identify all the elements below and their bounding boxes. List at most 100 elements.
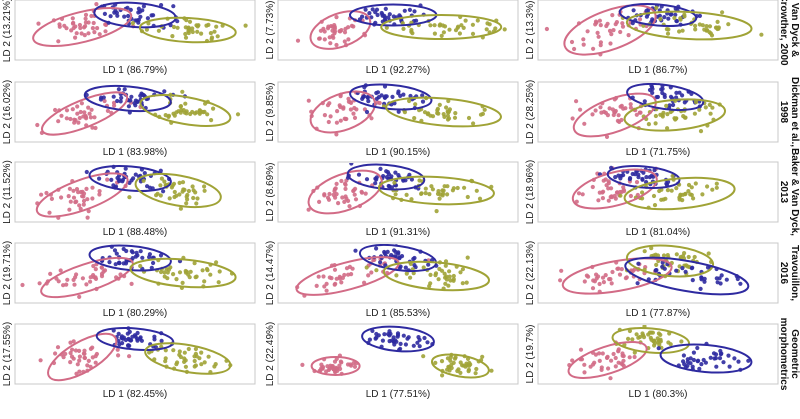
- group-blue-point: [367, 11, 372, 16]
- group-pink-point: [95, 26, 100, 31]
- group-pink-point: [73, 35, 78, 40]
- group-pink-point: [74, 31, 79, 36]
- group-olive-point: [446, 364, 451, 369]
- group-olive-point: [482, 107, 487, 112]
- group-olive-point: [177, 180, 182, 185]
- group-pink-point: [638, 110, 643, 115]
- group-pink-point: [346, 96, 351, 101]
- group-olive-point: [654, 262, 659, 267]
- group-olive-point: [626, 336, 631, 341]
- group-olive-point: [187, 27, 192, 33]
- group-olive-point: [684, 263, 689, 268]
- group-pink-point: [608, 376, 613, 381]
- group-olive-point: [446, 109, 452, 114]
- group-blue-point: [395, 244, 398, 245]
- row-label-5: Geometricmorphometrics: [778, 318, 800, 391]
- group-olive-point: [673, 117, 678, 122]
- y-axis-label: LD 2 (14.47%): [265, 241, 276, 305]
- group-blue-point: [380, 12, 385, 17]
- group-blue-point: [631, 8, 636, 13]
- group-pink-point: [66, 194, 71, 199]
- group-blue-point: [382, 332, 387, 337]
- group-blue-point: [746, 358, 751, 363]
- group-blue-point: [113, 8, 118, 13]
- group-blue-point: [701, 357, 706, 363]
- group-pink-point: [626, 33, 631, 38]
- group-pink-point: [85, 363, 90, 368]
- group-blue-point: [718, 352, 724, 357]
- group-blue-point: [784, 284, 788, 288]
- group-pink-point: [572, 46, 577, 52]
- group-blue-point: [378, 166, 383, 171]
- group-blue-point: [660, 86, 665, 91]
- group-olive-point: [665, 31, 671, 36]
- group-pink-point: [613, 355, 618, 361]
- group-pink-point: [64, 116, 69, 121]
- group-pink-point: [325, 103, 331, 108]
- group-pink-point: [366, 273, 371, 278]
- group-olive-point: [147, 350, 152, 355]
- group-blue-point: [141, 4, 146, 9]
- row-label-2: Dickman et al.,1998: [778, 77, 800, 147]
- group-olive-point: [714, 181, 719, 186]
- group-pink-point: [99, 265, 104, 270]
- group-blue-point: [373, 176, 378, 181]
- group-pink-point: [616, 266, 621, 271]
- group-pink-point: [609, 358, 614, 363]
- group-blue-point: [386, 183, 391, 189]
- group-blue-point: [408, 93, 413, 99]
- panel-r2-c0: LD 1 (88.48%) LD 2 (11.52%): [2, 160, 256, 238]
- plot-frame: [14, 242, 256, 304]
- group-pink-point: [338, 276, 343, 281]
- group-blue-point: [735, 276, 740, 282]
- group-pink-ellipse: [310, 356, 361, 376]
- group-blue-point: [117, 342, 122, 347]
- group-olive-point: [192, 261, 197, 266]
- group-pink-point: [49, 196, 55, 201]
- plot-frame: [277, 323, 519, 385]
- x-axis-label: LD 1 (88.48%): [103, 227, 167, 238]
- group-pink-point: [338, 29, 343, 34]
- group-olive-point: [440, 193, 445, 198]
- group-blue-point: [140, 255, 145, 260]
- group-blue-point: [636, 261, 641, 266]
- group-blue-point: [711, 351, 717, 356]
- group-pink-point: [92, 29, 97, 35]
- panel-r1-c0: LD 1 (83.98%) LD 2 (16.02%): [2, 80, 256, 158]
- group-pink-point: [88, 346, 93, 351]
- group-olive-point: [235, 112, 241, 117]
- group-blue-point: [403, 265, 408, 270]
- group-blue-point: [140, 8, 145, 13]
- group-pink-point: [70, 16, 75, 21]
- group-olive-point: [214, 260, 219, 265]
- group-olive-point: [455, 368, 460, 374]
- group-pink-point: [70, 347, 75, 352]
- group-olive-point: [445, 184, 450, 189]
- group-olive-point: [188, 269, 193, 274]
- group-blue-point: [136, 6, 141, 11]
- group-pink-point: [609, 281, 614, 286]
- group-olive-point: [674, 252, 679, 257]
- group-pink-point: [621, 187, 626, 192]
- group-olive-point: [640, 190, 645, 195]
- group-blue-point: [682, 100, 687, 105]
- group-pink-point: [79, 101, 84, 106]
- group-pink-point: [77, 358, 82, 363]
- group-pink-point: [346, 272, 351, 277]
- group-pink-point: [69, 28, 74, 33]
- group-pink-point: [56, 279, 61, 284]
- group-olive-point: [163, 348, 168, 353]
- group-pink-point: [637, 17, 643, 22]
- group-pink-point: [38, 358, 43, 363]
- group-pink-point: [325, 364, 330, 369]
- group-olive-point: [163, 359, 168, 364]
- group-blue-point: [655, 94, 661, 100]
- group-olive-point: [462, 185, 467, 190]
- group-blue-point: [382, 17, 387, 23]
- group-blue-point: [147, 185, 153, 190]
- group-pink-point: [627, 355, 632, 360]
- group-olive-point: [456, 24, 461, 29]
- group-pink-point: [80, 276, 85, 281]
- panel-r2-c1: LD 1 (91.31%) LD 2 (8.69%): [265, 161, 519, 238]
- group-pink-point: [616, 113, 621, 118]
